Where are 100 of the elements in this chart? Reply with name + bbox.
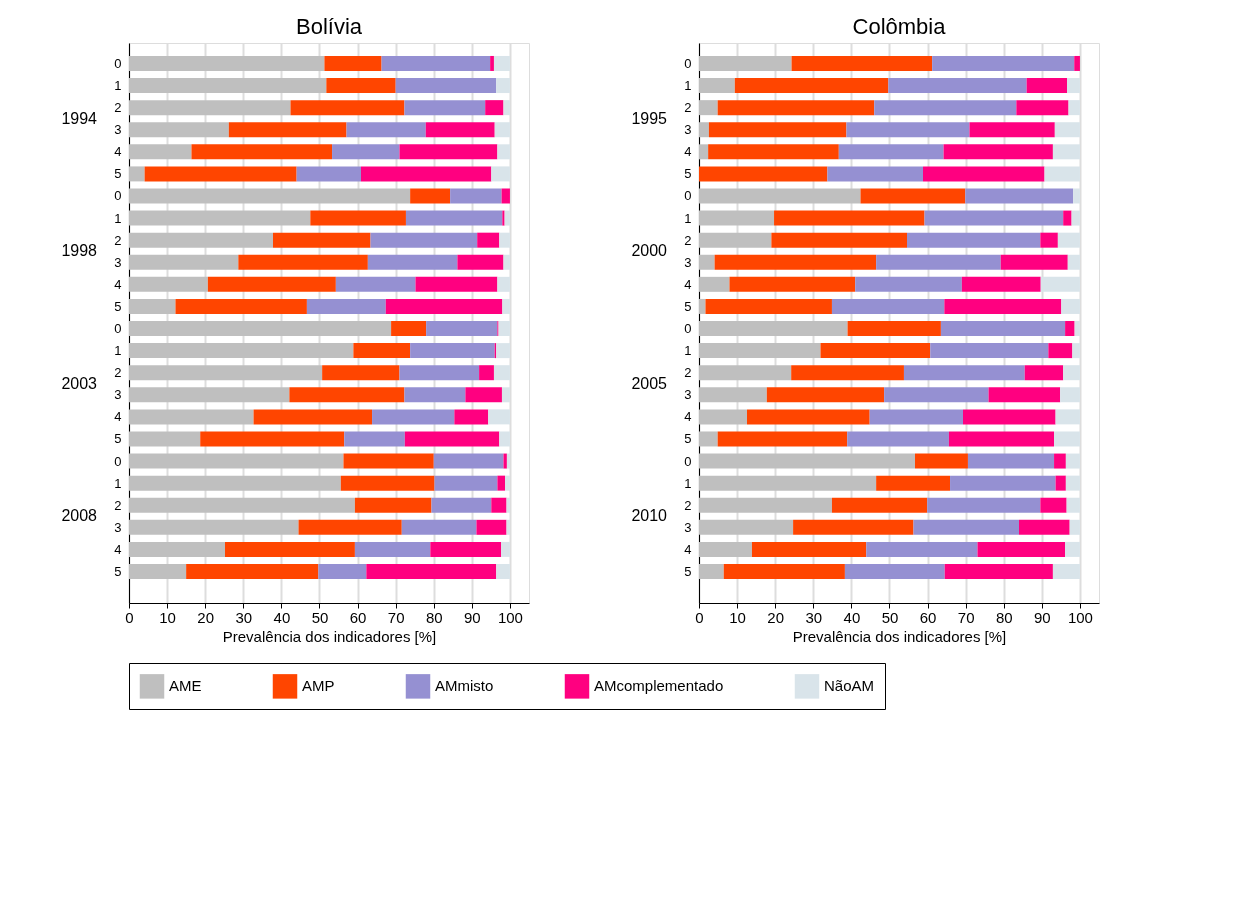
bar bbox=[298, 519, 402, 535]
bar bbox=[1040, 276, 1080, 292]
bar bbox=[129, 431, 201, 447]
x-tick-label: 60 bbox=[349, 608, 367, 626]
bar bbox=[322, 365, 400, 381]
y-tick-label: 2 bbox=[114, 365, 122, 381]
bar bbox=[405, 210, 503, 226]
bar bbox=[431, 497, 492, 513]
bar bbox=[497, 475, 505, 491]
bar bbox=[129, 563, 187, 579]
bar bbox=[734, 78, 889, 94]
bar bbox=[129, 210, 311, 226]
text: 1995 bbox=[631, 109, 668, 127]
bar bbox=[699, 254, 715, 270]
bar bbox=[876, 254, 1001, 270]
bar bbox=[708, 122, 847, 138]
bar bbox=[501, 541, 510, 557]
bar bbox=[714, 254, 877, 270]
bar bbox=[820, 343, 931, 359]
bar bbox=[426, 321, 498, 337]
bar bbox=[496, 563, 510, 579]
bar bbox=[129, 78, 327, 94]
x-tick-label: 0 bbox=[125, 608, 134, 626]
bar bbox=[1000, 254, 1068, 270]
bar bbox=[1054, 453, 1066, 469]
bar bbox=[940, 321, 1066, 337]
bar bbox=[488, 409, 510, 425]
y-tick-label: 4 bbox=[114, 409, 122, 425]
y-tick-label: 3 bbox=[684, 254, 692, 270]
bar bbox=[1057, 232, 1080, 248]
bar bbox=[129, 387, 290, 403]
legend-label: AME bbox=[169, 677, 202, 695]
bar bbox=[1040, 497, 1067, 513]
bar bbox=[346, 122, 426, 138]
bar bbox=[1061, 298, 1080, 314]
y-tick-label: 1 bbox=[114, 78, 122, 94]
bar bbox=[855, 276, 962, 292]
bar bbox=[699, 122, 709, 138]
bar bbox=[370, 232, 478, 248]
text: 1998 bbox=[61, 242, 98, 260]
bar bbox=[831, 298, 945, 314]
bar bbox=[493, 365, 510, 381]
x-tick-label: 80 bbox=[425, 608, 443, 626]
text: 2000 bbox=[631, 242, 668, 260]
bar bbox=[457, 254, 504, 270]
bar bbox=[1052, 563, 1080, 579]
bar bbox=[1065, 321, 1075, 337]
y-tick-label: 2 bbox=[684, 232, 692, 248]
bar bbox=[930, 343, 1049, 359]
bar bbox=[496, 78, 510, 94]
bar bbox=[1016, 100, 1069, 116]
y-tick-label: 4 bbox=[114, 276, 122, 292]
bar bbox=[791, 55, 933, 71]
bar bbox=[290, 100, 405, 116]
bar bbox=[505, 475, 510, 491]
bar bbox=[699, 343, 821, 359]
bar bbox=[340, 475, 435, 491]
bar bbox=[129, 144, 192, 160]
bar bbox=[869, 409, 963, 425]
y-tick-label: 5 bbox=[684, 166, 692, 182]
bar bbox=[1067, 78, 1080, 94]
x-axis-title: Prevalência dos indicadores [%] bbox=[222, 627, 437, 645]
y-tick-label: 0 bbox=[114, 188, 122, 204]
bar bbox=[1054, 122, 1080, 138]
bar bbox=[1055, 409, 1080, 425]
bar bbox=[129, 409, 254, 425]
bar bbox=[354, 541, 431, 557]
bar bbox=[866, 541, 978, 557]
bar bbox=[129, 497, 355, 513]
bar bbox=[498, 321, 510, 337]
bar bbox=[699, 497, 832, 513]
y-tick-label: 3 bbox=[114, 519, 122, 535]
bar bbox=[225, 541, 355, 557]
text: 2005 bbox=[631, 374, 668, 392]
bar bbox=[129, 365, 323, 381]
y-tick-label: 0 bbox=[684, 188, 692, 204]
bar bbox=[915, 453, 968, 469]
bar bbox=[847, 321, 941, 337]
bar bbox=[395, 78, 497, 94]
bar bbox=[969, 122, 1055, 138]
x-axis-title: Prevalência dos indicadores [%] bbox=[792, 627, 1007, 645]
bar bbox=[129, 188, 411, 204]
bar bbox=[1069, 519, 1080, 535]
bar bbox=[844, 563, 945, 579]
bar bbox=[207, 276, 336, 292]
bar bbox=[988, 387, 1061, 403]
y-tick-label: 1 bbox=[114, 343, 122, 359]
bar bbox=[503, 100, 510, 116]
bar bbox=[399, 365, 480, 381]
x-tick-label: 30 bbox=[235, 608, 253, 626]
bar bbox=[717, 431, 848, 447]
y-tick-label: 0 bbox=[114, 321, 122, 337]
bar bbox=[699, 276, 730, 292]
bar bbox=[699, 475, 877, 491]
bar bbox=[503, 254, 510, 270]
x-tick-label: 90 bbox=[464, 608, 481, 626]
bar bbox=[497, 144, 510, 160]
bar bbox=[1066, 497, 1080, 513]
bar bbox=[1019, 519, 1070, 535]
x-tick-label: 50 bbox=[311, 608, 329, 626]
